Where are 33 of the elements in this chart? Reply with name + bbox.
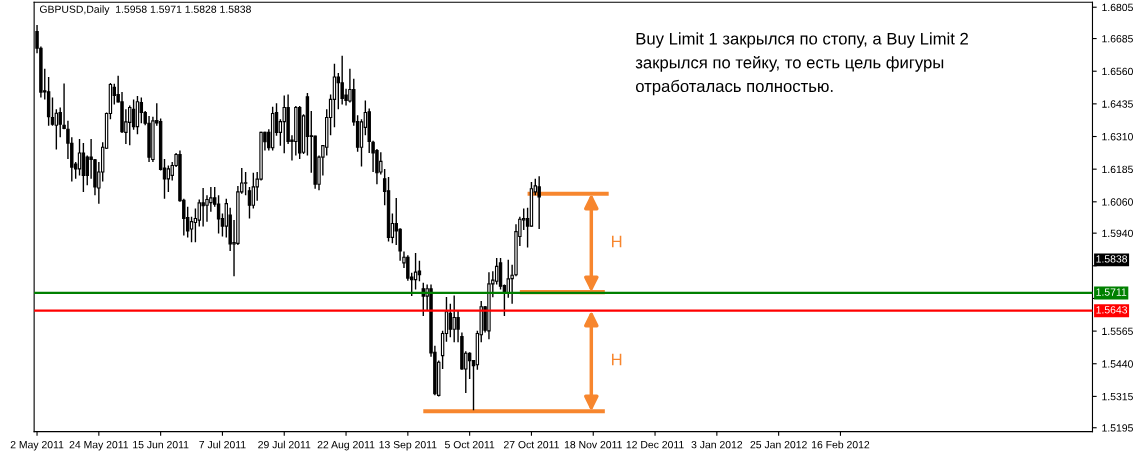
x-tick-label: 5 Oct 2011: [444, 440, 495, 449]
y-tick-label: 1.5440: [1102, 360, 1133, 368]
annotation: H: [611, 235, 622, 248]
y-tick-label: 1.5195: [1102, 424, 1133, 432]
y-tick-label: 1.6805: [1102, 3, 1133, 12]
x-tick-label: 7 Jul 2011: [199, 440, 246, 449]
y-tick-label: 1.5565: [1102, 327, 1133, 335]
y-tick-label: 1.6310: [1102, 133, 1133, 141]
y-tick-label: 1.5940: [1102, 229, 1133, 238]
y-tick-label: 1.6060: [1102, 198, 1133, 206]
x-tick-label: 22 Aug 2011: [317, 440, 375, 451]
x-tick-label: 2 May 2011: [10, 440, 64, 451]
x-tick-label: 29 Jul 2011: [258, 440, 311, 449]
x-tick-label: 18 Nov 2011: [564, 440, 622, 449]
y-tick-label: 1.6435: [1102, 100, 1133, 108]
x-tick-label: 12 Dec 2011: [626, 440, 684, 449]
x-tick-label: 25 Jan 2012: [750, 440, 807, 449]
x-tick-label: 24 May 2011: [69, 440, 129, 451]
y-tick-label: 1.5315: [1102, 392, 1133, 401]
x-tick-label: 16 Feb 2012: [812, 440, 870, 449]
ref-line-label: 1.5643: [1096, 306, 1128, 314]
x-tick-label: 13 Sep 2011: [379, 440, 437, 451]
annotation: Buy Limit 1 закрылся по стопу, а Buy Limit 2 закрылся по тейку, то есть цель фигуры отработалась полностью.: [635, 32, 968, 96]
annotation: 1.5838: [1096, 255, 1128, 263]
annotation: H: [611, 353, 622, 366]
y-tick-label: 1.6185: [1102, 165, 1133, 174]
x-tick-label: 27 Oct 2011: [503, 440, 559, 449]
y-tick-label: 1.6560: [1102, 67, 1133, 76]
x-tick-label: 15 Jun 2011: [133, 440, 189, 449]
x-tick-label: 3 Jan 2012: [691, 440, 743, 449]
chart-title: GBPUSD,Daily 1.5958 1.5971 1.5828 1.5838: [39, 5, 251, 15]
ref-line-label: 1.5711: [1096, 288, 1127, 296]
y-tick-label: 1.6685: [1102, 35, 1133, 43]
